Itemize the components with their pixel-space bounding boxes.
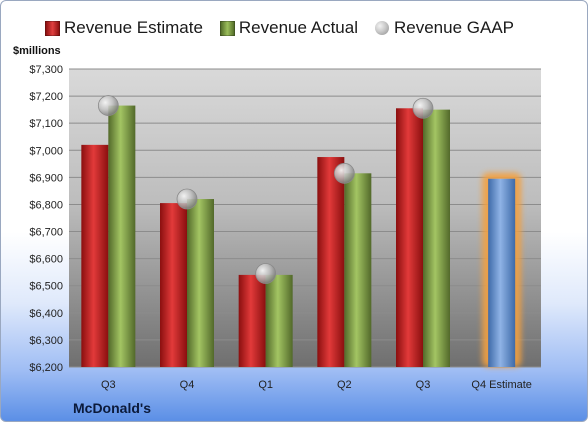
legend: Revenue Estimate Revenue Actual Revenue …: [45, 15, 531, 41]
y-axis-unit-label: $millions: [13, 45, 61, 57]
legend-label-revenue-estimate: Revenue Estimate: [64, 18, 203, 37]
bar-q4-estimate: [488, 178, 516, 367]
x-tick-label: Q4 Estimate: [471, 379, 532, 391]
x-tick-label: Q3: [101, 379, 116, 391]
y-tick-label: $6,900: [29, 172, 63, 184]
legend-label-revenue-gaap: Revenue GAAP: [394, 18, 515, 37]
legend-swatch-revenue-actual: [219, 20, 235, 36]
legend-item-revenue-estimate: Revenue Estimate: [45, 18, 203, 38]
x-tick-label: Q3: [416, 379, 431, 391]
x-tick-label: Q4: [180, 379, 195, 391]
y-tick-label: $7,100: [29, 118, 63, 130]
legend-marker-revenue-gaap: [375, 21, 389, 35]
marker-revenue-gaap: [97, 95, 119, 116]
legend-label-revenue-actual: Revenue Actual: [238, 18, 358, 37]
y-tick-label: $6,700: [29, 227, 63, 239]
y-tick-label: $6,400: [29, 308, 63, 320]
plot-area: [69, 69, 541, 367]
bar-revenue-estimate: [238, 274, 266, 367]
legend-item-revenue-gaap: Revenue GAAP: [375, 18, 514, 38]
bar-revenue-actual: [108, 105, 136, 367]
y-tick-label: $6,200: [29, 362, 63, 374]
gaap-markers: [97, 95, 434, 284]
y-tick-label: $6,600: [29, 254, 63, 266]
bar-revenue-actual: [265, 274, 293, 367]
bar-revenue-estimate: [160, 203, 187, 367]
legend-swatch-revenue-estimate: [45, 20, 60, 36]
x-axis-ticks: Q3 Q4 Q1 Q2 Q3 Q4 Estimate: [101, 379, 532, 391]
bars: [81, 105, 522, 368]
company-name: McDonald's: [73, 400, 152, 416]
x-tick-label: Q2: [337, 379, 352, 391]
marker-revenue-gaap: [255, 263, 277, 284]
bar-revenue-estimate: [396, 108, 423, 368]
y-tick-label: $7,300: [29, 64, 63, 76]
bar-revenue-estimate: [81, 144, 109, 367]
bar-revenue-actual: [423, 109, 450, 368]
bar-revenue-actual: [187, 199, 214, 367]
y-tick-label: $6,800: [29, 199, 63, 211]
grid-lines: [69, 68, 541, 368]
marker-revenue-gaap: [333, 162, 355, 184]
y-tick-label: $7,000: [29, 145, 63, 157]
y-axis-ticks: $6,200 $6,300 $6,400 $6,500 $6,600 $6,700 $6,8…: [29, 64, 63, 374]
bar-revenue-estimate: [317, 157, 345, 367]
bar-revenue-actual: [344, 173, 372, 367]
y-tick-label: $7,200: [29, 91, 63, 103]
legend-item-revenue-actual: Revenue Actual: [219, 18, 358, 38]
y-tick-label: $6,300: [29, 335, 63, 347]
y-tick-label: $6,500: [29, 281, 63, 293]
marker-revenue-gaap: [412, 97, 434, 119]
marker-revenue-gaap: [176, 188, 198, 210]
x-tick-label: Q1: [258, 379, 273, 391]
